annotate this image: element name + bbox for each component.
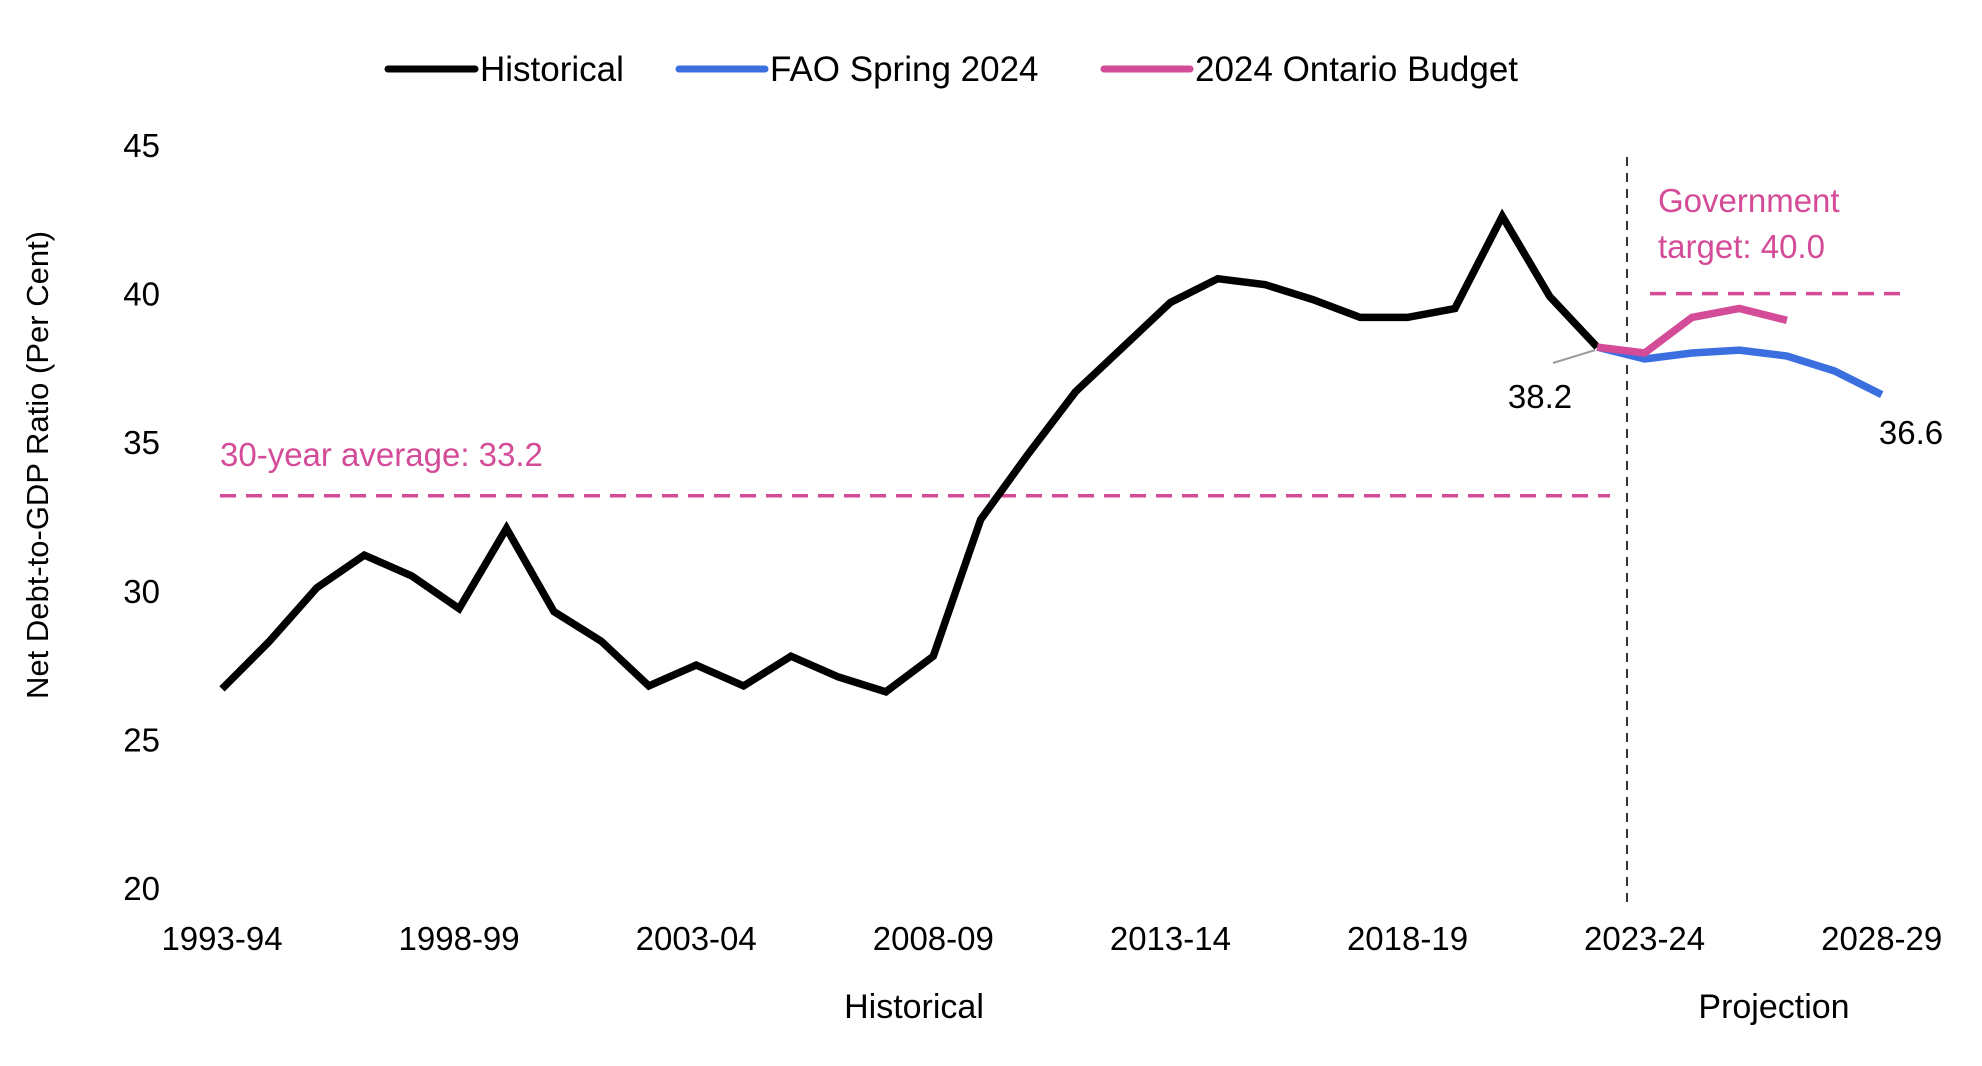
target-label-line2: target: 40.0 xyxy=(1658,228,1825,265)
section-label-projection: Projection xyxy=(1698,988,1849,1026)
data-labels: 38.2 36.6 xyxy=(1508,350,1943,451)
y-axis-title: Net Debt-to-GDP Ratio (Per Cent) xyxy=(20,231,55,699)
x-tick-label: 2008-09 xyxy=(873,920,994,957)
data-label-leader xyxy=(1553,350,1595,363)
y-tick-label: 30 xyxy=(123,573,160,610)
x-tick-label: 2028-29 xyxy=(1821,920,1942,957)
reference-lines: 30-year average: 33.2 Government target: 4… xyxy=(220,182,1905,496)
x-tick-label: 2023-24 xyxy=(1584,920,1705,957)
y-axis-ticks: 20 25 30 35 40 45 xyxy=(123,127,160,907)
y-tick-label: 40 xyxy=(123,276,160,313)
y-tick-label: 20 xyxy=(123,870,160,907)
x-tick-label: 2013-14 xyxy=(1110,920,1231,957)
data-label-38-2: 38.2 xyxy=(1508,378,1572,415)
x-axis-ticks: 1993-94 1998-99 2003-04 2008-09 2013-14 2018-… xyxy=(161,920,1942,957)
target-label-line1: Government xyxy=(1658,182,1840,219)
section-label-historical: Historical xyxy=(844,988,984,1026)
net-debt-to-gdp-chart: Historical FAO Spring 2024 2024 Ontario Bu… xyxy=(0,0,1982,1066)
y-tick-label: 25 xyxy=(123,721,160,758)
section-labels: Historical Projection xyxy=(844,988,1850,1026)
x-tick-label: 1993-94 xyxy=(161,920,282,957)
data-label-36-6: 36.6 xyxy=(1879,414,1943,451)
legend-label-2: 2024 Ontario Budget xyxy=(1195,50,1518,89)
x-tick-label: 2018-19 xyxy=(1347,920,1468,957)
x-tick-label: 1998-99 xyxy=(399,920,520,957)
x-tick-label: 2003-04 xyxy=(636,920,757,957)
avg-line-label: 30-year average: 33.2 xyxy=(220,436,543,473)
y-tick-label: 35 xyxy=(123,424,160,461)
legend: Historical FAO Spring 2024 2024 Ontario Bu… xyxy=(388,50,1518,89)
legend-label-0: Historical xyxy=(480,50,624,89)
y-tick-label: 45 xyxy=(123,127,160,164)
legend-label-1: FAO Spring 2024 xyxy=(770,50,1039,89)
series-line-2024-ontario-budget xyxy=(1597,309,1787,354)
